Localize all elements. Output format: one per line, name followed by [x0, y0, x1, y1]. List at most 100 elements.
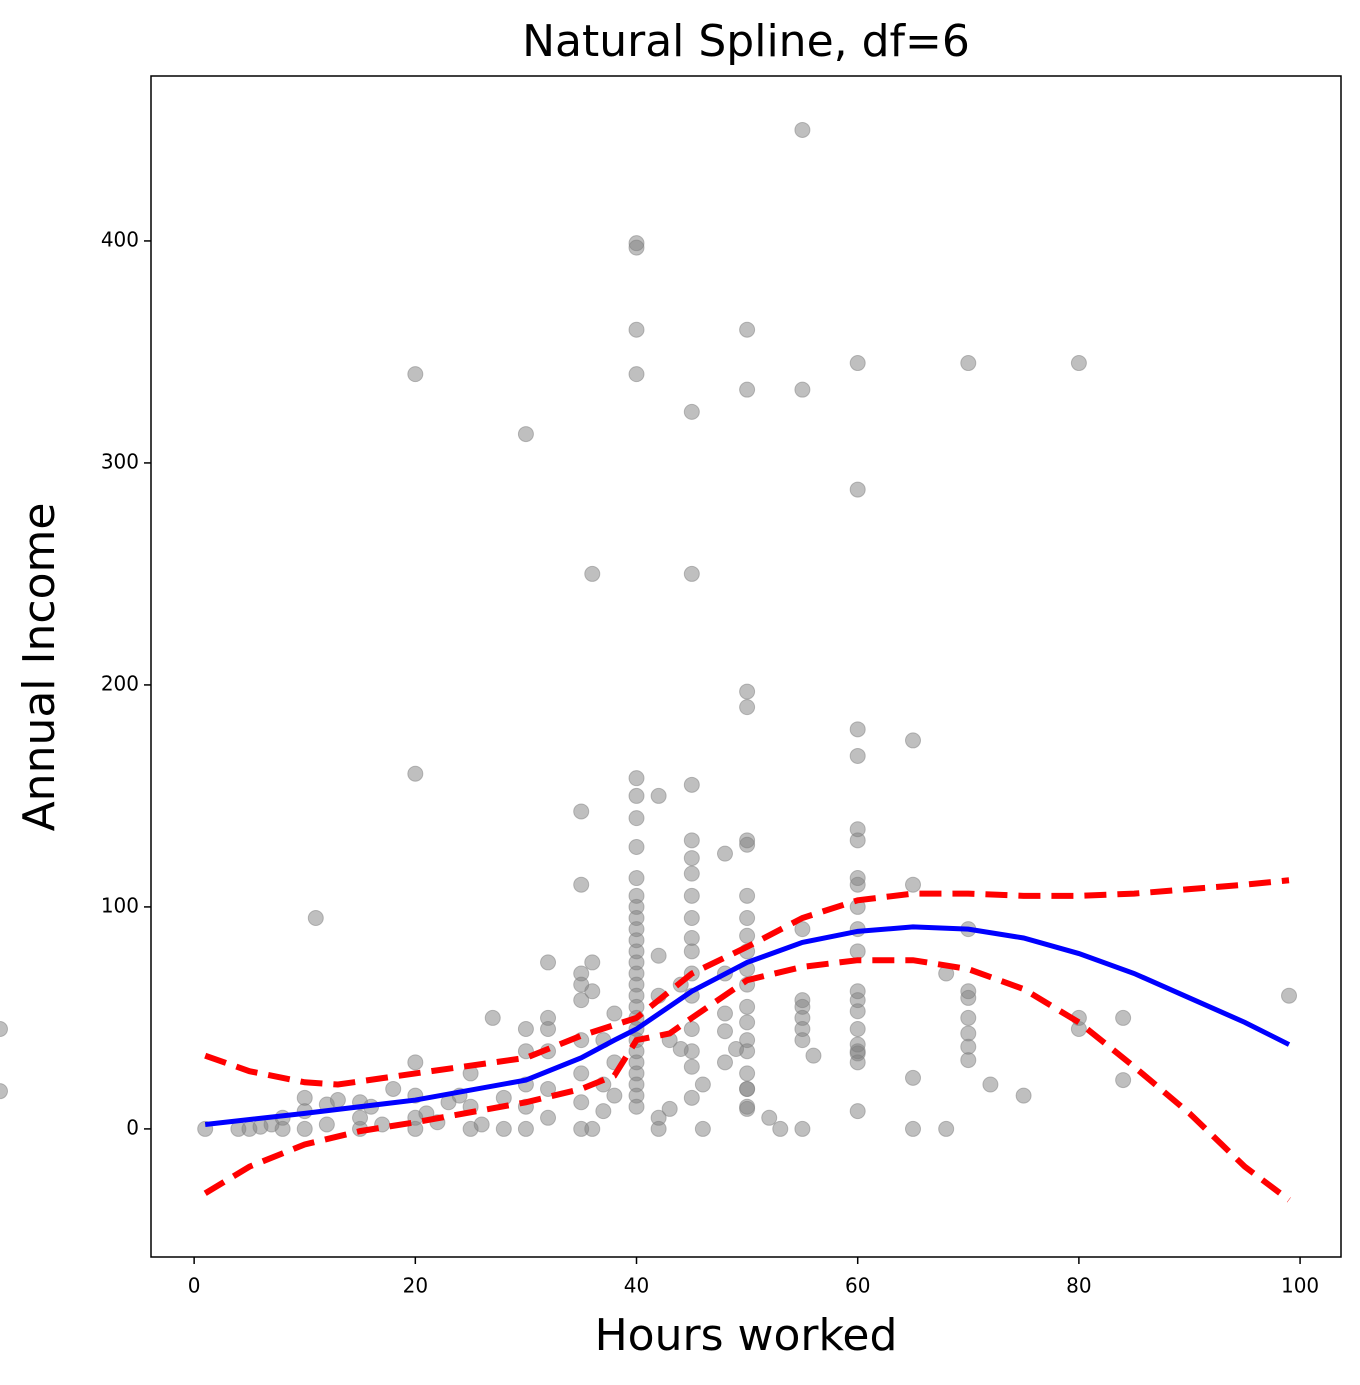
confidence-band-line — [204, 877, 1290, 1088]
scatter-point — [849, 832, 866, 849]
scatter-point — [407, 765, 424, 782]
scatter-point — [628, 810, 645, 827]
scatter-point — [849, 721, 866, 738]
scatter-point — [761, 1109, 778, 1126]
x-tick-label: 40 — [624, 1274, 649, 1298]
scatter-point — [385, 1080, 402, 1097]
x-tick-label: 80 — [1066, 1274, 1091, 1298]
scatter-point — [739, 683, 756, 700]
scatter-point — [683, 1021, 700, 1038]
scatter-point — [849, 943, 866, 960]
scatter-point — [517, 1021, 534, 1038]
scatter-point — [628, 366, 645, 383]
scatter-point — [904, 876, 921, 893]
scatter-point — [628, 770, 645, 787]
scatter-point — [683, 832, 700, 849]
scatter-point — [849, 355, 866, 372]
scatter-point — [517, 426, 534, 443]
scatter-point — [739, 321, 756, 338]
scatter-point — [716, 1005, 733, 1022]
scatter-point — [573, 992, 590, 1009]
scatter-point — [739, 1080, 756, 1097]
scatter-point — [739, 836, 756, 853]
scatter-point — [473, 1116, 490, 1133]
scatter-point — [0, 1021, 8, 1038]
scatter-point — [739, 998, 756, 1015]
scatter-point — [960, 1038, 977, 1055]
scatter-point — [716, 1023, 733, 1040]
scatter-point — [683, 850, 700, 867]
y-tick-label: 200 — [101, 671, 139, 695]
scatter-point — [0, 1083, 8, 1100]
scatter-point — [683, 887, 700, 904]
scatter-point — [628, 838, 645, 855]
y-tick-label: 400 — [101, 227, 139, 251]
scatter-point — [683, 943, 700, 960]
scatter-point — [716, 1054, 733, 1071]
scatter-point — [584, 565, 601, 582]
scatter-point — [794, 921, 811, 938]
scatter-point — [606, 1087, 623, 1104]
scatter-point — [739, 1014, 756, 1031]
x-tick-label: 20 — [403, 1274, 428, 1298]
scatter-point — [1015, 1087, 1032, 1104]
scatter-point — [794, 1032, 811, 1049]
scatter-point — [716, 845, 733, 862]
confidence-band-line — [203, 957, 1291, 1203]
scatter-point — [694, 1076, 711, 1093]
scatter-point — [694, 1120, 711, 1137]
scatter-point — [595, 1103, 612, 1120]
scatter-point — [606, 1005, 623, 1022]
scatter-point — [739, 1065, 756, 1082]
scatter-point — [407, 1054, 424, 1071]
x-axis-label: Hours worked — [595, 1310, 898, 1361]
scatter-point — [794, 121, 811, 138]
x-tick-label: 0 — [188, 1274, 201, 1298]
y-tick-label: 300 — [101, 449, 139, 473]
scatter-point — [584, 1120, 601, 1137]
scatter-point — [628, 870, 645, 887]
scatter-point — [904, 1120, 921, 1137]
scatter-point — [960, 355, 977, 372]
scatter-point — [495, 1120, 512, 1137]
scatter-point — [683, 403, 700, 420]
x-tick-label: 60 — [845, 1274, 870, 1298]
scatter-point — [805, 1047, 822, 1064]
scatter-point — [318, 1116, 335, 1133]
scatter-point — [960, 1025, 977, 1042]
scatter-point — [960, 1052, 977, 1069]
scatter-point — [960, 1009, 977, 1026]
scatter-point — [307, 910, 324, 927]
scatter-point — [628, 239, 645, 256]
scatter-point — [683, 565, 700, 582]
scatter-point — [683, 1043, 700, 1060]
scatter-point — [274, 1120, 291, 1137]
scatter-point — [849, 876, 866, 893]
scatter-point — [938, 1120, 955, 1137]
scatter-point — [739, 1043, 756, 1060]
scatter-point — [683, 1058, 700, 1075]
scatter-point — [960, 989, 977, 1006]
scatter-point — [849, 747, 866, 764]
scatter-point — [904, 732, 921, 749]
scatter-point — [628, 321, 645, 338]
scatter-point — [683, 910, 700, 927]
scatter-point — [573, 803, 590, 820]
x-tick-label: 100 — [1281, 1274, 1319, 1298]
scatter-point — [296, 1089, 313, 1106]
scatter-point — [540, 1021, 557, 1038]
y-tick-label: 100 — [101, 893, 139, 917]
scatter-point — [573, 876, 590, 893]
scatter-point — [739, 699, 756, 716]
scatter-point — [1281, 987, 1298, 1004]
scatter-point — [739, 927, 756, 944]
scatter-point — [540, 954, 557, 971]
scatter-point — [849, 1003, 866, 1020]
scatter-point — [329, 1092, 346, 1109]
scatter-point — [739, 381, 756, 398]
chart-title: Natural Spline, df=6 — [522, 16, 970, 67]
scatter-point — [650, 1120, 667, 1137]
scatter-point — [982, 1076, 999, 1093]
scatter-point — [650, 787, 667, 804]
